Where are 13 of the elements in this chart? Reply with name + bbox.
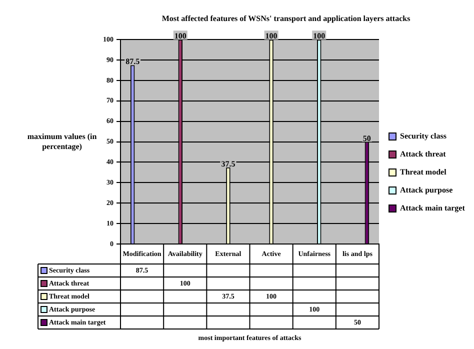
legend-label: Attack purpose [400, 186, 454, 195]
data-label: 100 [174, 32, 186, 41]
text: Security class [400, 132, 446, 141]
text: Attack threat [400, 150, 446, 159]
legend-label: Attack main target [400, 204, 466, 213]
annotation: 100 [265, 32, 278, 41]
chart-title: Most affected features of WSNs' transport and application layers attacks [162, 14, 410, 23]
data-label: 87.5 [126, 57, 140, 66]
annotation: 37.5 [221, 159, 236, 168]
data-label: 50 [362, 134, 371, 143]
y-axis-title: maximum values (in percentage) [27, 132, 98, 151]
legend-label: Threat model [400, 168, 448, 177]
data-label: 100 [313, 32, 326, 41]
